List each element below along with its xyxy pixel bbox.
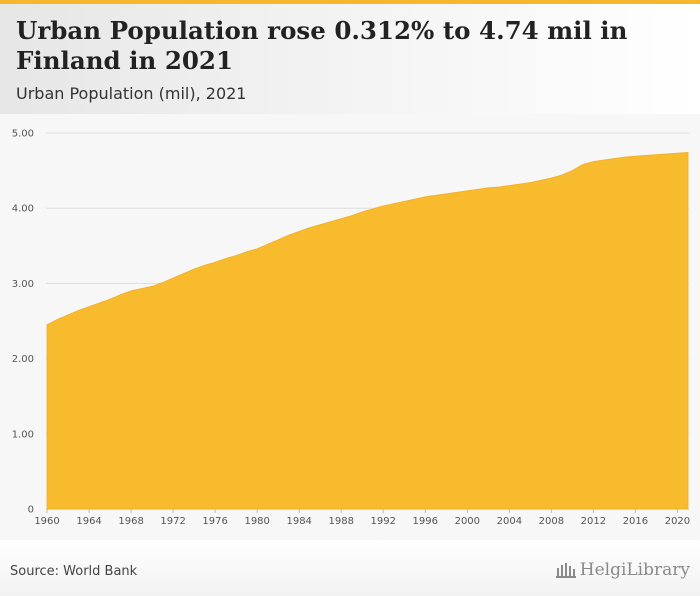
x-tick-label: 1984 — [286, 516, 311, 527]
source-note: Source: World Bank — [10, 564, 138, 579]
x-tick-label: 2012 — [581, 516, 606, 527]
x-tick-label: 2004 — [497, 516, 522, 527]
y-tick-label: 5.00 — [12, 129, 34, 140]
x-tick-label: 1960 — [34, 516, 59, 527]
y-tick-label: 1.00 — [12, 429, 34, 440]
chart-area: 0 1.00 2.00 3.00 4.00 5.00 1960 1964 1968 1972 197… — [0, 114, 700, 540]
axes: 0 1.00 2.00 3.00 4.00 5.00 1960 1964 1968 1972 197… — [12, 129, 690, 528]
chart-subtitle: Urban Population (mil), 2021 — [16, 84, 247, 103]
y-tick-label: 4.00 — [12, 204, 34, 215]
area-chart: 0 1.00 2.00 3.00 4.00 5.00 1960 1964 1968 1972 197… — [12, 129, 690, 528]
x-tick-label: 1980 — [244, 516, 269, 527]
x-tick-label: 1996 — [413, 516, 438, 527]
library-building-icon — [555, 563, 576, 578]
x-tick-label: 1972 — [160, 516, 185, 527]
x-tick-label: 2016 — [623, 516, 648, 527]
y-tick-label: 3.00 — [12, 279, 34, 290]
chart-footer: Source: World Bank HelgiLibrary — [0, 540, 700, 596]
y-tick-label: 0 — [28, 505, 34, 516]
x-tick-label: 2020 — [665, 516, 690, 527]
area-series-urban-population — [46, 152, 689, 510]
chart-header: Urban Population rose 0.312% to 4.74 mil… — [0, 4, 700, 114]
x-tick-label: 1968 — [118, 516, 143, 527]
accent-bar — [0, 0, 700, 4]
x-tick-label: 1988 — [329, 516, 354, 527]
x-tick-label: 2000 — [455, 516, 480, 527]
x-tick-label: 1992 — [371, 516, 396, 527]
area-series — [46, 152, 689, 510]
chart-title: Urban Population rose 0.312% to 4.74 mil… — [16, 16, 628, 75]
x-tick-label: 1964 — [76, 516, 101, 527]
y-tick-label: 2.00 — [12, 354, 34, 365]
helgi-library-logo[interactable]: HelgiLibrary — [555, 560, 690, 580]
x-tick-label: 1976 — [202, 516, 227, 527]
x-tick-label: 2008 — [539, 516, 564, 527]
logo-text: HelgiLibrary — [579, 560, 690, 580]
